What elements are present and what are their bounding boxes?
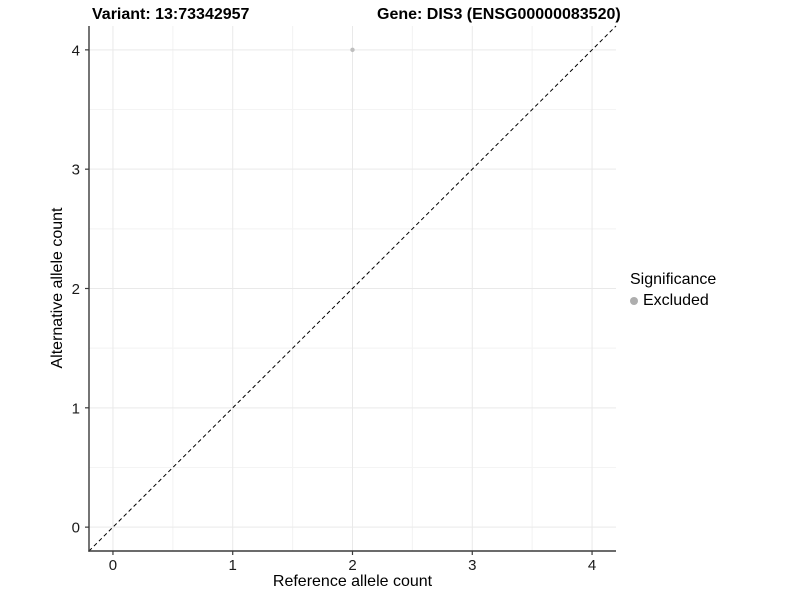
y-axis-title: Alternative allele count	[49, 207, 66, 369]
y-tick-label: 3	[72, 162, 80, 179]
x-tick-label: 0	[109, 557, 117, 574]
data-point	[350, 47, 355, 53]
identity-dashed-line	[88, 25, 617, 552]
variant-title: Variant: 13:73342957	[92, 6, 250, 23]
y-tick-label: 0	[72, 520, 80, 537]
x-tick-label: 3	[468, 557, 476, 574]
legend-item-excluded: Excluded	[630, 292, 716, 310]
y-tick-label: 2	[72, 281, 80, 298]
y-tick-label: 4	[72, 42, 80, 59]
legend: Significance Excluded	[630, 271, 716, 310]
legend-item-label: Excluded	[643, 292, 709, 309]
x-tick-label: 4	[588, 557, 596, 574]
excluded-point-swatch	[630, 297, 638, 305]
legend-title: Significance	[630, 271, 717, 288]
x-axis-title: Reference allele count	[272, 573, 433, 590]
x-tick-label: 1	[229, 557, 237, 574]
gene-title: Gene: DIS3 (ENSG00000083520)	[377, 6, 621, 23]
y-tick-label: 1	[72, 400, 80, 417]
x-tick-label: 2	[348, 557, 356, 574]
